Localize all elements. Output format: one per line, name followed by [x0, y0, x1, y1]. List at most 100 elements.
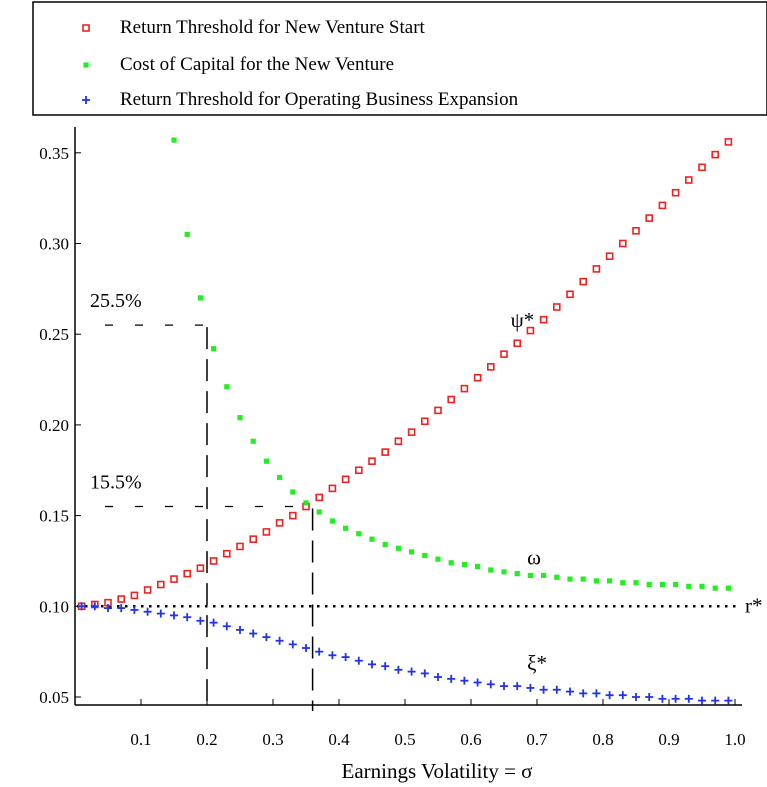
data-point [592, 689, 601, 698]
data-point [130, 605, 139, 614]
x-tick-label: 0.3 [262, 730, 283, 749]
data-point [407, 428, 416, 436]
data-point [341, 653, 350, 662]
data-point [277, 474, 283, 481]
data-point [539, 685, 548, 694]
x-tick-label: 0.1 [130, 730, 151, 749]
data-point [170, 575, 178, 583]
data-point [447, 674, 456, 683]
data-point [183, 613, 192, 622]
data-point [579, 277, 588, 286]
y-tick-label: 0.35 [39, 144, 69, 163]
data-point [448, 560, 454, 566]
data-point [197, 295, 203, 301]
curve-label-0: ψ* [511, 308, 535, 332]
data-point [211, 346, 217, 352]
data-point [183, 569, 191, 578]
x-tick-label: 1.0 [724, 730, 745, 749]
data-point [209, 557, 218, 565]
reference-line-label: r* [745, 593, 763, 617]
data-point [541, 572, 547, 579]
data-point [316, 509, 322, 515]
data-point [684, 176, 693, 184]
series-0 [77, 138, 733, 611]
data-point [77, 602, 86, 611]
data-point [526, 683, 535, 692]
data-point [302, 644, 310, 653]
data-point [290, 489, 296, 495]
data-point [724, 696, 733, 705]
data-point [328, 484, 337, 493]
y-tick-label: 0.10 [39, 597, 69, 616]
data-point [170, 611, 178, 620]
y-tick-label: 0.25 [39, 325, 69, 344]
data-point [409, 549, 415, 555]
data-point [143, 586, 152, 594]
data-point [262, 633, 271, 642]
data-point [381, 662, 390, 671]
data-point [407, 667, 416, 676]
series-1 [171, 137, 731, 591]
x-tick-label: 0.9 [658, 730, 679, 749]
data-point [394, 437, 403, 446]
data-point [447, 395, 456, 404]
data-point [552, 303, 561, 311]
data-point [473, 373, 482, 382]
data-point [196, 616, 205, 625]
x-tick-label: 0.8 [592, 730, 613, 749]
data-point [566, 290, 574, 299]
data-point [434, 673, 442, 682]
y-tick-label: 0.20 [39, 416, 69, 435]
data-point [303, 500, 309, 506]
legend-marker-2 [82, 96, 90, 104]
data-point [236, 542, 244, 551]
data-point [698, 163, 706, 172]
data-point [354, 466, 363, 475]
data-point [435, 556, 441, 562]
x-tick-label: 0.7 [526, 730, 548, 749]
data-point [486, 363, 495, 371]
data-point [209, 618, 218, 627]
data-point [250, 438, 256, 444]
data-point [156, 609, 165, 618]
data-point [460, 676, 469, 685]
legend-entry-cost-of-capital: Cost of Capital for the New Venture [120, 54, 394, 75]
data-point [552, 685, 561, 694]
data-point [526, 326, 535, 335]
data-point [315, 493, 324, 502]
annotation-label-1: 15.5% [90, 472, 142, 494]
data-point [593, 578, 599, 584]
data-point [711, 150, 720, 159]
data-point [501, 569, 507, 575]
x-axis-label: Earnings Volatility = σ [342, 759, 533, 783]
data-point [263, 458, 269, 464]
x-tick-label: 0.6 [460, 730, 481, 749]
data-point [567, 576, 573, 582]
data-point [671, 694, 680, 703]
data-point [117, 595, 125, 603]
data-point [395, 545, 401, 551]
data-point [712, 585, 718, 591]
y-tick-label: 0.30 [39, 235, 69, 254]
data-point [171, 137, 177, 143]
data-point [618, 691, 627, 700]
data-point [381, 448, 390, 456]
series-2 [77, 602, 733, 705]
data-point [343, 525, 349, 531]
data-point [632, 693, 640, 701]
data-point [646, 581, 652, 588]
data-point [620, 580, 626, 586]
legend-box [32, 1, 767, 116]
data-point [368, 660, 376, 669]
annotation-label-0: 25.5% [90, 290, 142, 312]
data-point [684, 694, 693, 703]
data-point [645, 693, 654, 701]
data-point [249, 535, 257, 543]
data-point [527, 572, 533, 579]
legend-marker-1 [83, 62, 89, 68]
data-point [184, 231, 190, 238]
x-tick-label: 0.4 [328, 730, 350, 749]
data-point [420, 669, 429, 678]
data-point [686, 583, 692, 589]
